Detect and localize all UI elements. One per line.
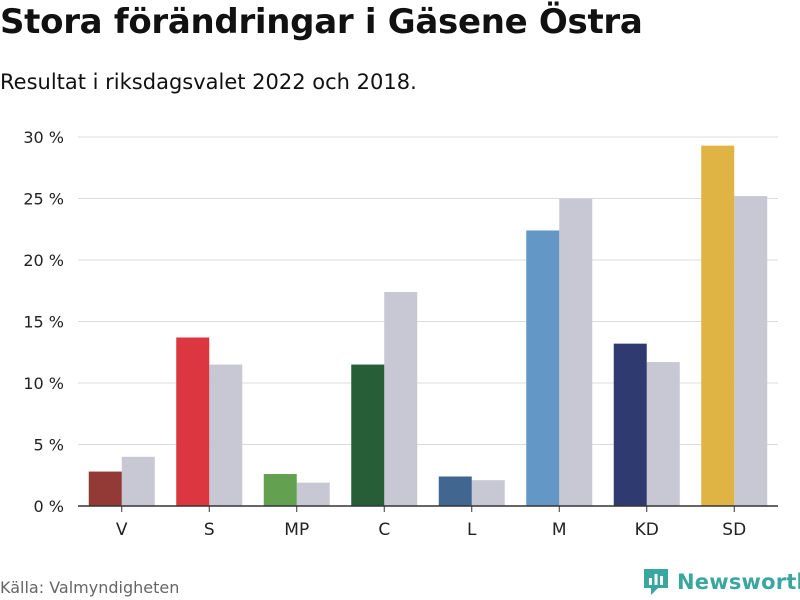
bar-2022-m	[526, 230, 560, 507]
x-tick-label: C	[378, 520, 390, 540]
brand-name: Newsworthy	[677, 570, 800, 594]
y-tick-label: 15 %	[23, 313, 64, 332]
x-tick-label: SD	[722, 520, 746, 540]
y-tick-label: 25 %	[23, 190, 64, 209]
bar-2022-kd	[613, 343, 647, 506]
y-tick-label: 0 %	[34, 497, 64, 516]
x-tick-label: MP	[284, 520, 309, 540]
source-note: Källa: Valmyndigheten	[0, 578, 180, 597]
bar-2022-v	[88, 471, 122, 506]
x-tick-label: S	[204, 520, 215, 540]
chart-title: Stora förändringar i Gäsene Östra	[0, 2, 643, 42]
bar-2018-sd	[734, 196, 768, 507]
bar-chart: 0 % 5 % 10 % 15 % 20 % 25 % 30 % V S MP C L M KD SD	[23, 128, 778, 540]
x-tick-label: V	[116, 520, 128, 540]
bar-2022-l	[438, 476, 472, 506]
y-tick-label: 5 %	[34, 436, 64, 455]
bar-2018-m	[559, 198, 593, 506]
bar-2022-s	[176, 337, 210, 506]
brand-logo: Newsworthy	[643, 568, 800, 596]
y-tick-label: 20 %	[23, 251, 64, 270]
bar-2022-c	[351, 364, 385, 506]
bar-2018-kd	[646, 362, 680, 506]
y-tick-label: 30 %	[23, 128, 64, 147]
x-tick-label: M	[552, 520, 567, 540]
bar-2018-mp	[296, 482, 330, 506]
bar-2022-mp	[263, 474, 297, 506]
bar-2022-sd	[701, 145, 735, 507]
bar-2018-c	[384, 291, 418, 506]
chart-subtitle: Resultat i riksdagsvalet 2022 och 2018.	[0, 70, 417, 94]
bar-2018-l	[471, 480, 505, 506]
x-tick-label: L	[467, 520, 477, 540]
bar-chart-logo-icon	[644, 569, 668, 595]
y-tick-label: 10 %	[23, 374, 64, 393]
bar-2018-v	[121, 456, 155, 506]
x-tick-label: KD	[635, 520, 659, 540]
bar-2018-s	[209, 364, 243, 506]
